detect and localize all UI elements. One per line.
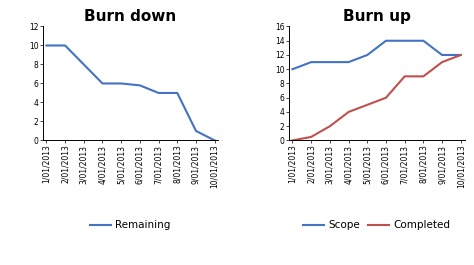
- Line: Remaining: Remaining: [46, 46, 215, 140]
- Line: Completed: Completed: [292, 55, 461, 140]
- Completed: [402, 75, 408, 78]
- Scope: [346, 60, 351, 64]
- Completed: [383, 96, 389, 99]
- Scope: [439, 54, 445, 57]
- Scope: [402, 39, 408, 42]
- Remaining: [62, 44, 68, 47]
- Remaining: [118, 82, 124, 85]
- Scope: [309, 60, 314, 64]
- Completed: [458, 54, 464, 57]
- Scope: [365, 54, 370, 57]
- Remaining: [44, 44, 49, 47]
- Completed: [439, 60, 445, 64]
- Scope: [290, 68, 295, 71]
- Remaining: [193, 129, 199, 132]
- Completed: [420, 75, 426, 78]
- Remaining: [174, 91, 180, 95]
- Remaining: [81, 63, 87, 66]
- Remaining: [100, 82, 105, 85]
- Scope: [458, 54, 464, 57]
- Scope: [383, 39, 389, 42]
- Legend: Scope, Completed: Scope, Completed: [299, 216, 455, 235]
- Completed: [290, 139, 295, 142]
- Remaining: [137, 84, 143, 87]
- Line: Scope: Scope: [292, 41, 461, 69]
- Remaining: [156, 91, 162, 95]
- Scope: [420, 39, 426, 42]
- Scope: [327, 60, 333, 64]
- Title: Burn up: Burn up: [343, 9, 410, 24]
- Completed: [346, 110, 351, 113]
- Title: Burn down: Burn down: [84, 9, 177, 24]
- Completed: [309, 135, 314, 139]
- Remaining: [212, 139, 218, 142]
- Completed: [327, 125, 333, 128]
- Legend: Remaining: Remaining: [86, 216, 175, 235]
- Completed: [365, 103, 370, 107]
